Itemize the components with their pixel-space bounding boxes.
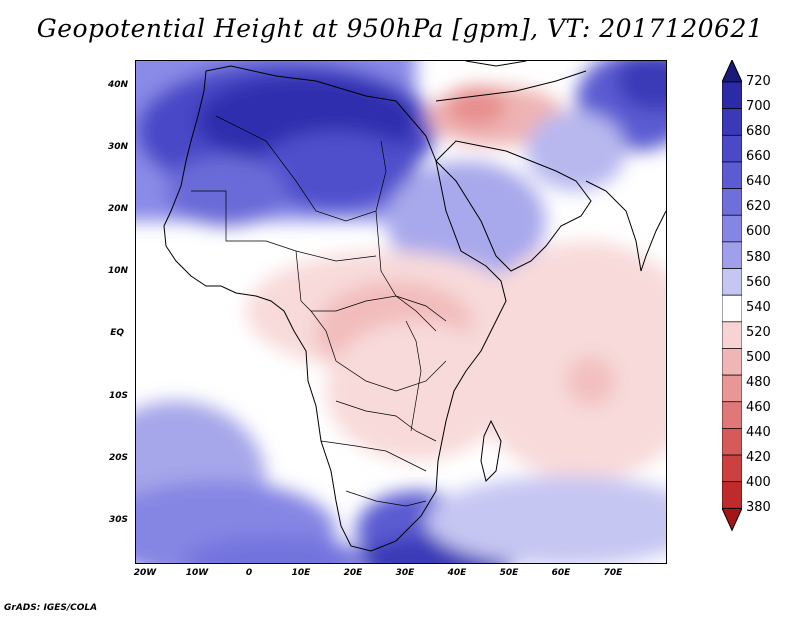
lon-label-10w: 10W (185, 568, 209, 578)
colorbar-label: 480 (746, 374, 771, 390)
country-borders (191, 115, 447, 507)
lat-label-10n: 10N (107, 266, 128, 276)
colorbar-segment (722, 268, 742, 296)
colorbar-segment (722, 481, 742, 509)
lat-label-eq: EQ (110, 328, 124, 338)
colorbar-top-arrow (722, 60, 742, 83)
lon-label-0: 0 (245, 568, 253, 578)
credit-text: GrADS: IGES/COLA (4, 603, 98, 613)
height-field-map (136, 61, 666, 563)
colorbar-label: 440 (746, 425, 771, 441)
lon-label-20w: 20W (133, 568, 157, 578)
map-title: Geopotential Height at 950hPa [gpm], VT:… (36, 14, 764, 43)
colorbar-segment (722, 81, 742, 109)
colorbar-label: 500 (746, 349, 771, 365)
colorbar-segment (722, 294, 742, 323)
lat-label-30s: 30S (108, 515, 128, 525)
colorbar-label: 400 (746, 475, 771, 491)
lon-label-30e: 30E (395, 568, 415, 578)
lon-label-40e: 40E (447, 568, 467, 578)
lat-label-20s: 20S (108, 453, 128, 463)
lon-label-60e: 60E (551, 568, 571, 578)
lat-label-40n: 40N (107, 80, 128, 90)
colorbar-segment (722, 108, 742, 136)
lon-label-10e: 10E (291, 568, 311, 578)
colorbar-label: 620 (746, 199, 771, 215)
colorbar-segment (722, 374, 742, 403)
lon-label-50e: 50E (499, 568, 519, 578)
colorbar-bottom-arrow (722, 507, 742, 532)
colorbar-segment (722, 321, 742, 349)
colorbar-label: 520 (746, 324, 771, 340)
colorbar-segment (722, 348, 742, 376)
colorbar-segment (722, 188, 742, 216)
colorbar-label: 560 (746, 274, 771, 290)
colorbar-segment (722, 161, 742, 189)
coastlines (163, 61, 666, 552)
colorbar-label: 460 (746, 400, 771, 416)
colorbar-label: 380 (746, 500, 771, 516)
lat-label-10s: 10S (108, 391, 128, 401)
colorbar (722, 60, 742, 532)
lon-label-20e: 20E (343, 568, 363, 578)
colorbar-label: 640 (746, 174, 771, 190)
lat-label-20n: 20N (107, 204, 128, 214)
map-panel (135, 60, 667, 564)
lat-label-30n: 30N (107, 142, 128, 152)
colorbar-label: 420 (746, 450, 771, 466)
colorbar-segment (722, 241, 742, 269)
colorbar-segment (722, 454, 742, 483)
colorbar-segment (722, 401, 742, 429)
colorbar-label: 680 (746, 124, 771, 140)
colorbar-label: 540 (746, 299, 771, 315)
colorbar-label: 580 (746, 249, 771, 265)
colorbar-label: 660 (746, 149, 771, 165)
colorbar-label: 720 (746, 74, 771, 89)
colorbar-segment (722, 428, 742, 456)
lon-label-70e: 70E (603, 568, 623, 578)
colorbar-label: 600 (746, 224, 771, 240)
colorbar-label: 700 (746, 99, 771, 115)
colorbar-segment (722, 134, 742, 163)
colorbar-segment (722, 214, 742, 243)
